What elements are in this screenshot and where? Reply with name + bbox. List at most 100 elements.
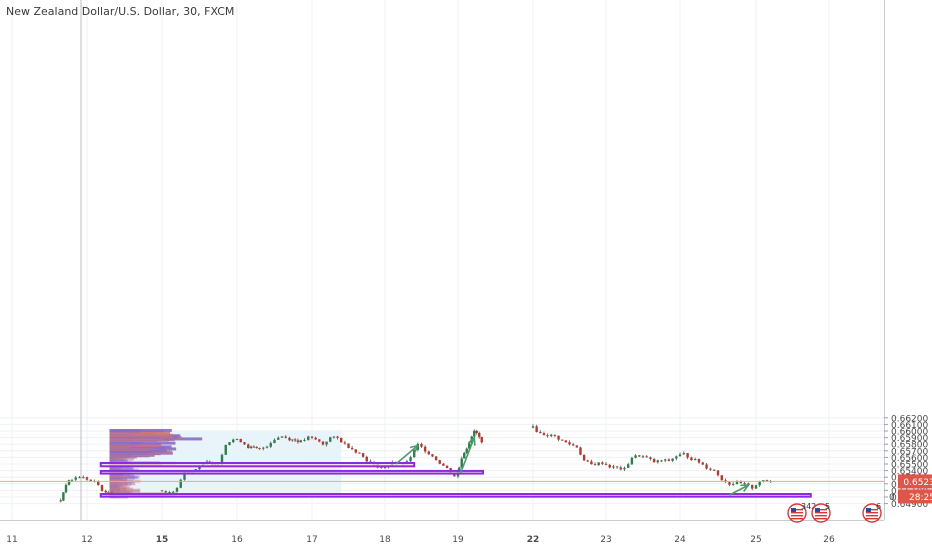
candle-body bbox=[739, 481, 742, 484]
candle-body bbox=[762, 480, 765, 482]
us-flag-icon[interactable]: 342 bbox=[787, 502, 816, 523]
candle-body bbox=[332, 436, 336, 438]
candle-body bbox=[612, 466, 615, 468]
candle-body bbox=[183, 471, 186, 480]
candle-body bbox=[586, 460, 589, 462]
flag-stripe bbox=[815, 515, 827, 517]
candle-body bbox=[293, 439, 297, 441]
candle-body bbox=[291, 439, 294, 441]
current-price-tag bbox=[898, 474, 932, 489]
candle-body bbox=[667, 459, 671, 461]
candle-body bbox=[550, 434, 553, 437]
volume-profile-bar bbox=[109, 458, 128, 462]
flag-canton bbox=[815, 508, 820, 512]
candle-body bbox=[735, 481, 739, 485]
candle-body bbox=[705, 464, 708, 469]
price-tick-label: 0.64900 bbox=[891, 500, 928, 510]
time-tick-label: 19 bbox=[452, 535, 464, 545]
volume-profile-bar bbox=[109, 488, 127, 492]
candle-body bbox=[664, 459, 667, 461]
trend-arrow-1 bbox=[395, 444, 419, 465]
candle-body bbox=[438, 460, 441, 464]
time-tick-label: 26 bbox=[823, 535, 835, 545]
flag-canton bbox=[791, 508, 796, 512]
candle-body bbox=[645, 456, 648, 458]
candle-body bbox=[442, 463, 445, 466]
volume-profile-bar bbox=[109, 474, 130, 478]
volume-profile-bar bbox=[109, 466, 122, 470]
time-tick-label: 25 bbox=[750, 535, 761, 545]
candle-body bbox=[531, 426, 535, 428]
candle-body bbox=[247, 444, 250, 449]
flag-stripe bbox=[815, 518, 827, 520]
candle-body bbox=[678, 454, 682, 457]
volume-profile-bar bbox=[109, 459, 128, 463]
candle-body bbox=[336, 436, 339, 438]
volume-profile-bar bbox=[109, 481, 120, 485]
candle-body bbox=[568, 442, 571, 445]
price-tick-label: 0.66200 bbox=[891, 414, 928, 424]
candle-body bbox=[325, 441, 328, 445]
candle-body bbox=[638, 455, 641, 457]
volume-profile-bar bbox=[109, 485, 130, 489]
candle-body bbox=[697, 459, 701, 463]
candle-body bbox=[310, 436, 314, 438]
candle-body bbox=[463, 452, 466, 459]
us-flag-icon[interactable]: 5 bbox=[811, 502, 831, 523]
candle-body bbox=[590, 461, 593, 465]
volume-profile-bar bbox=[109, 428, 172, 432]
candle-body bbox=[262, 447, 265, 449]
candle-body bbox=[220, 454, 224, 465]
candle-body bbox=[252, 446, 256, 448]
price-tick-label: 0.65800 bbox=[891, 441, 928, 451]
volume-profile-bar bbox=[109, 480, 117, 484]
candle-body bbox=[89, 479, 92, 481]
volume-profile-bar bbox=[109, 490, 131, 494]
candle-body bbox=[608, 464, 611, 468]
candle-body bbox=[255, 446, 258, 449]
candle-body bbox=[627, 464, 630, 468]
candle-body bbox=[369, 461, 372, 463]
candle-body bbox=[656, 460, 659, 463]
candle-body bbox=[78, 477, 81, 479]
volume-profile-bar bbox=[109, 479, 127, 483]
candle-body bbox=[160, 490, 164, 492]
candle-body bbox=[194, 469, 197, 471]
candle-body bbox=[473, 430, 476, 437]
volume-profile-bar bbox=[109, 458, 125, 462]
price-tick-label: 0.65600 bbox=[891, 454, 928, 464]
candle-body bbox=[288, 437, 291, 441]
candle-body bbox=[303, 439, 306, 441]
volume-profile-bar bbox=[109, 483, 122, 487]
candle-body bbox=[179, 479, 182, 488]
countdown-label: 28:25 bbox=[909, 493, 932, 503]
candle-body bbox=[604, 463, 608, 465]
current-price-label: 0.65236 bbox=[903, 478, 932, 488]
volume-profile-bar bbox=[109, 476, 123, 480]
trend-arrow-3 bbox=[729, 484, 749, 496]
us-flag-icon[interactable]: 6 bbox=[862, 502, 882, 523]
flag-stripe bbox=[791, 509, 803, 511]
candle-body bbox=[709, 468, 712, 470]
price-tick-label: 0.66000 bbox=[891, 428, 928, 438]
candle-body bbox=[62, 492, 65, 501]
candle-body bbox=[660, 460, 663, 462]
chart-title: New Zealand Dollar/U.S. Dollar, 30, FXCM bbox=[6, 5, 235, 18]
candle-body bbox=[82, 477, 85, 479]
flag-stripe bbox=[866, 512, 878, 514]
candle-body bbox=[168, 492, 171, 494]
volume-profile-bar bbox=[109, 457, 135, 461]
candle-body bbox=[686, 453, 689, 458]
candle-body bbox=[365, 456, 368, 462]
support-zone-2 bbox=[99, 469, 484, 475]
candle-body bbox=[198, 466, 201, 470]
candle-body bbox=[458, 467, 461, 472]
volume-profile-bar bbox=[109, 487, 133, 491]
candle-body bbox=[728, 482, 731, 485]
candle-body bbox=[758, 481, 761, 486]
volume-profile-bar bbox=[109, 482, 136, 486]
candle-body bbox=[74, 477, 77, 480]
candle-body bbox=[671, 458, 674, 461]
